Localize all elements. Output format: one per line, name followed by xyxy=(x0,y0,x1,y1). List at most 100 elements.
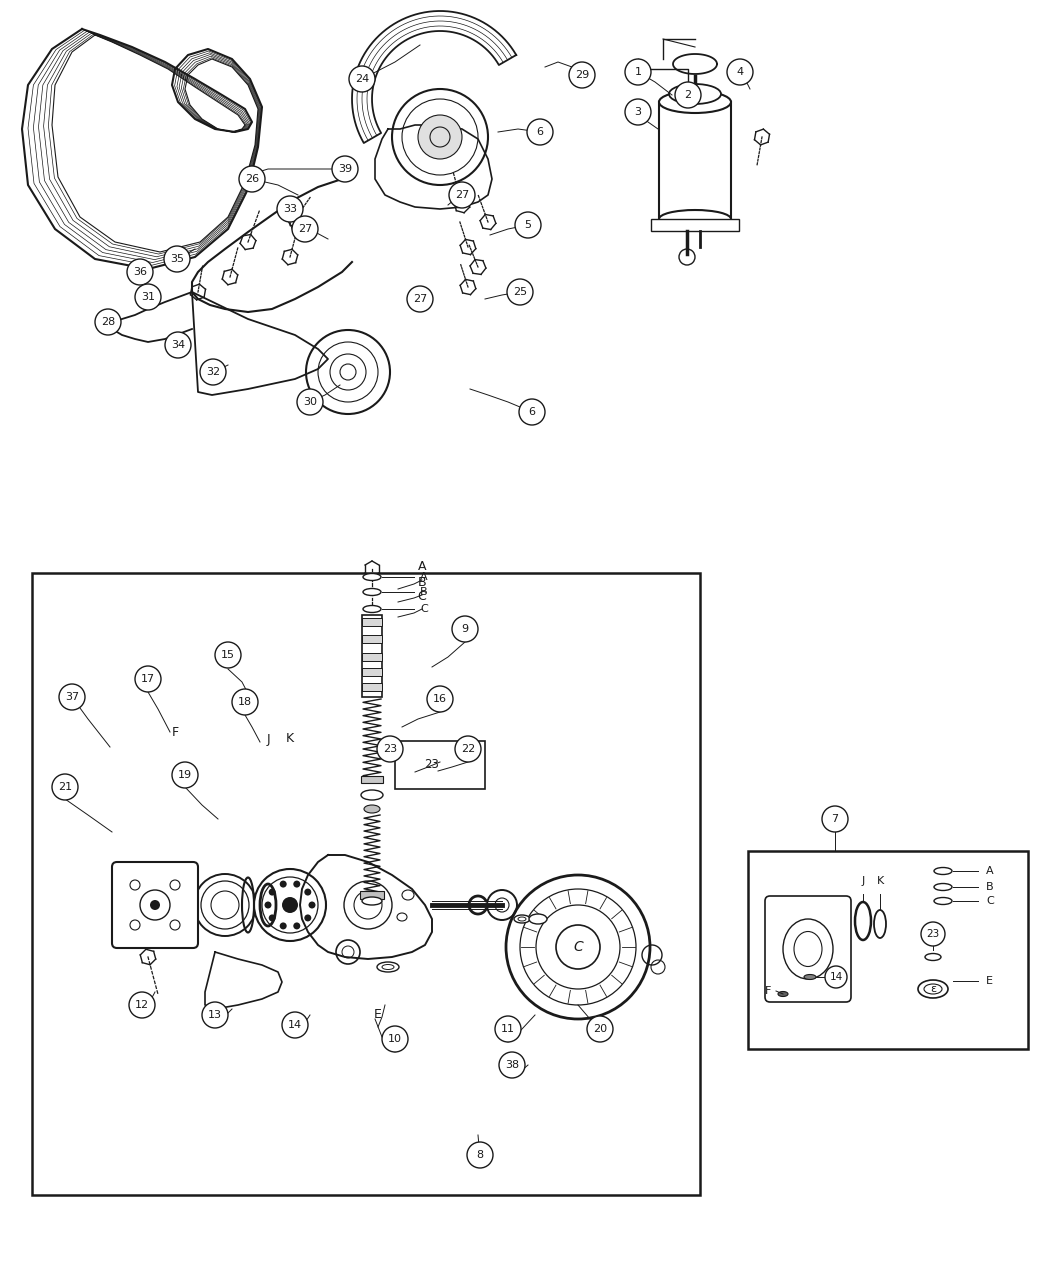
Circle shape xyxy=(514,212,541,238)
Ellipse shape xyxy=(514,916,530,923)
Circle shape xyxy=(304,889,311,895)
FancyBboxPatch shape xyxy=(765,896,850,1002)
Text: C: C xyxy=(420,604,427,614)
Circle shape xyxy=(727,59,753,86)
Text: 34: 34 xyxy=(171,340,185,350)
Text: 26: 26 xyxy=(245,174,259,184)
Text: 2: 2 xyxy=(685,89,692,100)
Bar xyxy=(651,218,739,231)
Text: 27: 27 xyxy=(455,190,469,200)
Ellipse shape xyxy=(778,991,788,996)
Ellipse shape xyxy=(934,898,952,904)
Ellipse shape xyxy=(364,805,380,813)
Text: 14: 14 xyxy=(288,1020,302,1031)
Text: A: A xyxy=(418,561,426,573)
Text: 22: 22 xyxy=(461,744,475,753)
Text: 27: 27 xyxy=(413,294,427,304)
Circle shape xyxy=(825,965,847,988)
Circle shape xyxy=(527,119,553,146)
Text: 6: 6 xyxy=(537,126,544,137)
Circle shape xyxy=(519,398,545,425)
Polygon shape xyxy=(192,292,328,395)
Text: E: E xyxy=(986,976,993,986)
Text: A: A xyxy=(986,866,993,876)
Text: 18: 18 xyxy=(238,697,252,707)
Bar xyxy=(748,850,1028,1048)
Ellipse shape xyxy=(918,979,948,999)
Ellipse shape xyxy=(925,954,941,960)
Text: C: C xyxy=(418,590,426,604)
Bar xyxy=(32,573,700,1195)
Circle shape xyxy=(292,216,318,243)
Text: 35: 35 xyxy=(170,254,184,264)
Bar xyxy=(362,683,382,691)
Ellipse shape xyxy=(194,873,256,936)
Text: 33: 33 xyxy=(284,204,297,215)
Circle shape xyxy=(127,259,153,285)
Circle shape xyxy=(587,1016,613,1042)
Text: 1: 1 xyxy=(634,66,642,77)
Ellipse shape xyxy=(254,870,326,941)
Circle shape xyxy=(172,762,198,788)
Text: J: J xyxy=(267,733,270,746)
Circle shape xyxy=(427,686,453,713)
Ellipse shape xyxy=(659,91,731,112)
Circle shape xyxy=(279,881,287,888)
Circle shape xyxy=(407,286,433,312)
Text: K: K xyxy=(877,876,884,886)
Bar xyxy=(362,616,382,697)
Bar xyxy=(659,102,731,218)
Polygon shape xyxy=(205,951,282,1009)
Circle shape xyxy=(675,82,701,109)
Text: 29: 29 xyxy=(575,70,589,80)
Text: K: K xyxy=(286,733,294,746)
Text: 23: 23 xyxy=(926,928,940,939)
Ellipse shape xyxy=(362,896,382,905)
Circle shape xyxy=(135,283,161,310)
Text: J: J xyxy=(861,876,864,886)
Text: 20: 20 xyxy=(593,1024,607,1034)
Text: 23: 23 xyxy=(383,744,397,753)
Bar xyxy=(362,653,382,661)
Circle shape xyxy=(449,183,475,208)
Text: 15: 15 xyxy=(220,650,235,660)
Circle shape xyxy=(269,889,276,895)
Text: 28: 28 xyxy=(101,317,116,327)
Text: C: C xyxy=(986,896,993,905)
Ellipse shape xyxy=(804,974,816,979)
Circle shape xyxy=(150,900,160,911)
Text: ε: ε xyxy=(930,985,936,994)
Text: F: F xyxy=(171,725,178,738)
Circle shape xyxy=(309,902,315,908)
Text: 14: 14 xyxy=(830,972,842,982)
Text: E: E xyxy=(374,1009,382,1022)
Circle shape xyxy=(293,922,300,930)
Circle shape xyxy=(418,115,462,160)
Polygon shape xyxy=(300,856,432,959)
Text: 5: 5 xyxy=(525,220,531,230)
Text: 3: 3 xyxy=(634,107,642,117)
Text: C: C xyxy=(573,940,583,954)
Text: 23: 23 xyxy=(424,759,440,771)
Circle shape xyxy=(279,922,287,930)
Circle shape xyxy=(349,66,375,92)
Text: B: B xyxy=(986,882,993,893)
Circle shape xyxy=(455,736,481,762)
Polygon shape xyxy=(673,54,717,74)
Circle shape xyxy=(59,684,85,710)
Circle shape xyxy=(625,59,651,86)
Ellipse shape xyxy=(529,914,547,925)
Ellipse shape xyxy=(361,790,383,799)
Circle shape xyxy=(52,774,78,799)
Ellipse shape xyxy=(377,962,399,972)
Circle shape xyxy=(269,914,276,922)
Ellipse shape xyxy=(363,573,381,581)
Ellipse shape xyxy=(363,605,381,613)
Circle shape xyxy=(232,690,258,715)
Bar xyxy=(395,741,485,789)
Circle shape xyxy=(921,922,945,946)
Text: B: B xyxy=(418,576,426,589)
Circle shape xyxy=(129,992,155,1018)
Circle shape xyxy=(164,246,190,272)
Circle shape xyxy=(822,806,848,833)
